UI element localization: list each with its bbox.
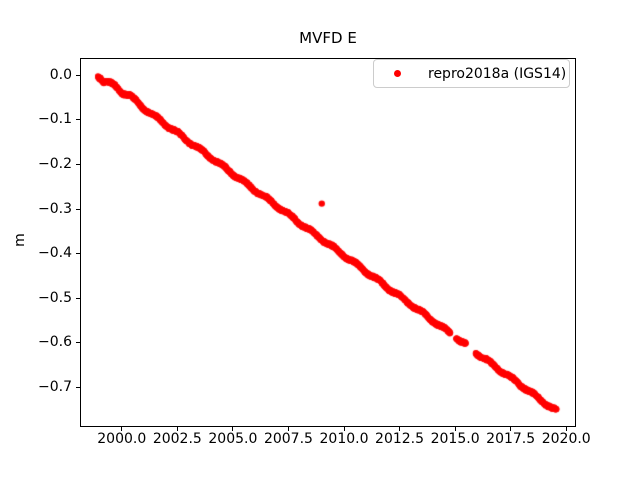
y-tick-mark bbox=[76, 253, 80, 255]
x-tick-label: 2007.5 bbox=[263, 431, 313, 447]
y-tick-mark bbox=[76, 163, 80, 165]
scatter-plot-canvas bbox=[81, 58, 575, 427]
x-tick-mark bbox=[343, 426, 345, 431]
x-tick-mark bbox=[454, 426, 456, 431]
y-tick-label: −0.2 bbox=[38, 155, 72, 172]
y-tick-mark bbox=[76, 342, 80, 344]
y-tick-mark bbox=[76, 119, 80, 121]
x-tick-label: 2015.0 bbox=[430, 431, 480, 447]
y-tick-mark bbox=[76, 297, 80, 299]
y-tick-label: −0.1 bbox=[38, 111, 72, 128]
x-tick-label: 2005.0 bbox=[208, 431, 258, 447]
x-tick-label: 2020.0 bbox=[541, 431, 591, 447]
x-tick-mark bbox=[510, 426, 512, 431]
y-tick-mark bbox=[76, 208, 80, 210]
y-tick-mark bbox=[76, 74, 80, 76]
legend-marker-dot bbox=[394, 70, 401, 77]
x-tick-mark bbox=[399, 426, 401, 431]
x-tick-mark bbox=[565, 426, 567, 431]
y-tick-label: −0.6 bbox=[38, 334, 72, 351]
y-tick-label: −0.4 bbox=[38, 245, 72, 262]
y-tick-label: −0.5 bbox=[38, 289, 72, 306]
x-tick-mark bbox=[232, 426, 234, 431]
y-tick-label: −0.7 bbox=[38, 378, 72, 395]
legend: repro2018a (IGS14) bbox=[373, 59, 570, 88]
legend-entry-label: repro2018a (IGS14) bbox=[428, 65, 567, 82]
x-tick-label: 2000.0 bbox=[97, 431, 147, 447]
plot-title: MVFD E bbox=[299, 29, 357, 47]
x-tick-label: 2012.5 bbox=[375, 431, 425, 447]
x-tick-mark bbox=[287, 426, 289, 431]
x-tick-mark bbox=[121, 426, 123, 431]
x-tick-mark bbox=[176, 426, 178, 431]
x-tick-label: 2002.5 bbox=[152, 431, 202, 447]
x-tick-label: 2017.5 bbox=[486, 431, 536, 447]
x-tick-label: 2010.0 bbox=[319, 431, 369, 447]
y-tick-label: −0.3 bbox=[38, 200, 72, 217]
y-tick-label: 0.0 bbox=[49, 66, 72, 83]
y-tick-mark bbox=[76, 386, 80, 388]
plot-area bbox=[80, 57, 576, 428]
